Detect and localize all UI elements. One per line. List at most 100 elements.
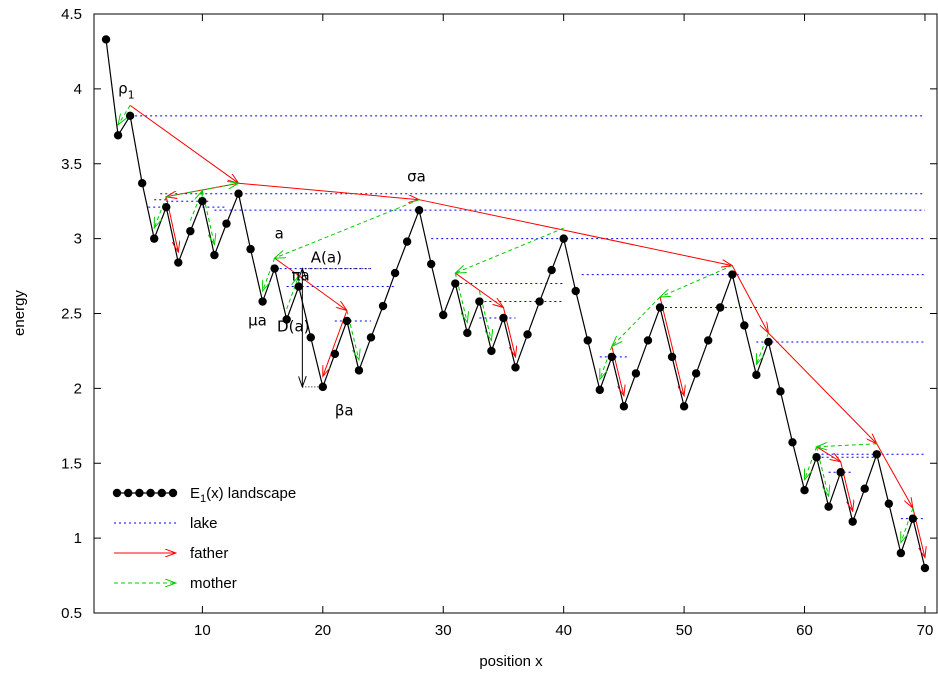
y-tick-label: 3.5 [61,156,82,173]
annotation-label: μa [248,311,267,329]
father-arrow [419,199,732,266]
landscape-point [655,303,665,312]
landscape-point [764,337,773,347]
landscape-point [920,563,930,573]
landscape-point [294,282,303,291]
mother-arrow [600,346,613,379]
x-axis-title: position x [479,653,543,670]
landscape-point [402,237,412,246]
landscape-point [908,514,918,523]
landscape-point [137,179,147,188]
landscape-point [824,502,833,511]
y-tick-label: 3 [74,231,82,248]
landscape-point [619,402,629,411]
legend-label: father [190,545,228,562]
father-arrows-layer [129,104,925,557]
landscape-point [752,370,761,380]
landscape-point [728,270,737,279]
annotation-label: ρ1 [118,79,135,101]
x-tick-label: 20 [314,622,331,639]
x-tick-label: 30 [435,622,452,639]
legend-landscape-point [146,488,155,498]
landscape-point [800,486,809,495]
father-arrow [274,257,347,310]
landscape-point [607,352,617,362]
landscape-point [222,219,231,228]
landscape-point [101,35,111,44]
landscape-point [836,468,845,477]
mother-arrow [275,199,420,258]
mother-arrow [660,265,733,297]
landscape-point [451,279,460,288]
landscape-point [330,349,340,359]
landscape-point [848,517,857,526]
legend-landscape-point [157,488,166,498]
lake-layer [130,115,925,520]
landscape-point [150,234,159,243]
annotation-label: A(a) [311,249,342,267]
landscape-point [511,363,520,372]
father-arrow [768,332,876,444]
father-arrow [731,265,768,333]
x-tick-label: 10 [194,622,211,639]
landscape-point [475,297,484,306]
landscape-point [631,369,641,378]
mother-arrow [455,227,564,273]
mother-arrow [263,257,276,291]
plot-frame [93,13,938,614]
landscape-point [210,250,219,260]
landscape-point [547,265,556,275]
mother-arrow [901,508,914,542]
landscape-point [487,346,496,356]
landscape-point [234,189,243,198]
y-tick-label: 0.5 [61,605,82,622]
father-arrow [454,272,503,307]
landscape-point [643,336,653,345]
landscape-point [535,297,544,306]
landscape-point [246,244,255,254]
landscape-point [812,453,821,462]
annotation-label: D(a) [277,317,309,335]
landscape-point [463,328,472,338]
landscape-point [390,268,400,278]
landscape-point [740,321,749,330]
landscape-point [366,333,376,342]
landscape-point [113,131,123,140]
landscape-point [186,226,195,236]
landscape-point [776,387,785,396]
landscape-point [559,234,568,243]
y-tick-label: 4 [74,81,82,98]
father-arrow [129,104,238,183]
landscape-point [354,366,364,375]
landscape-point [306,333,315,342]
annotation-label: πa [292,267,310,285]
landscape-point [439,310,448,320]
annotations-layer: ρ1 σa a A(a)πa μa D(a) βa [118,79,426,419]
landscape-point [571,286,580,296]
landscape-point [198,196,207,206]
landscape-point [667,352,677,362]
y-tick-label: 1 [74,530,82,547]
annotation-label: βa [335,401,354,419]
landscape-point [679,402,689,411]
legend-label: lake [190,515,218,532]
landscape-point [523,330,532,339]
mother-arrow [756,332,769,364]
mother-arrow [189,191,202,221]
mother-arrow [286,276,299,310]
landscape-point [174,258,183,267]
mother-arrow [817,444,877,447]
father-arrow [876,443,913,508]
legend-landscape-point [124,488,133,498]
landscape-point [342,316,352,326]
landscape-point [860,484,869,493]
landscape-point [691,369,701,378]
legend: E1(x) landscape lake father mother [112,485,296,592]
landscape-point [788,438,797,447]
landscape-point [703,336,713,345]
mother-arrow [612,296,661,346]
landscape-point [595,385,604,395]
legend-landscape-point [135,488,144,498]
landscape-point [318,382,328,392]
